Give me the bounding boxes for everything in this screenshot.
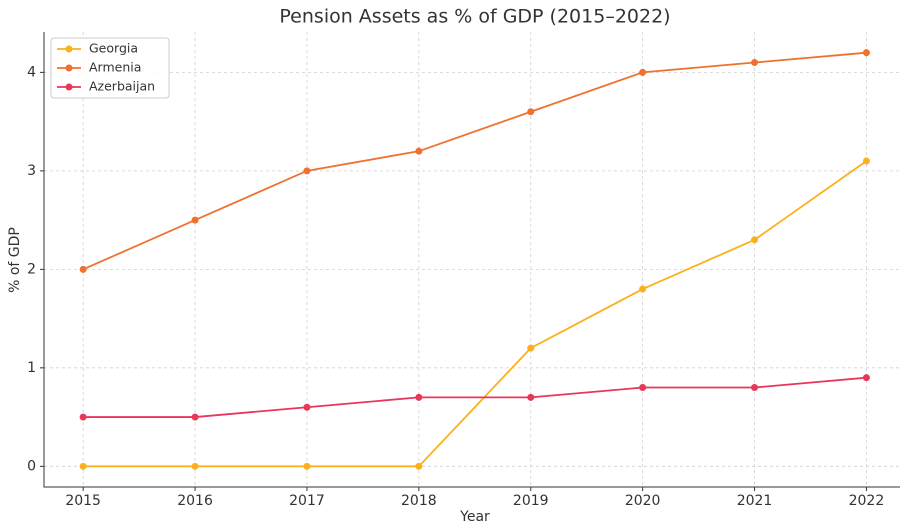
point bbox=[639, 384, 647, 392]
y-axis-label: % of GDP bbox=[7, 227, 23, 293]
point bbox=[415, 462, 423, 470]
point bbox=[862, 374, 870, 382]
y-tick-label: 0 bbox=[27, 458, 36, 474]
y-tick-label: 1 bbox=[27, 360, 36, 376]
point bbox=[862, 49, 870, 57]
legend-label: Azerbaijan bbox=[89, 79, 155, 94]
axes bbox=[43, 32, 900, 488]
point bbox=[191, 216, 199, 224]
point bbox=[527, 108, 535, 116]
point bbox=[527, 393, 535, 401]
legend-marker bbox=[65, 83, 73, 91]
point bbox=[79, 413, 87, 421]
x-tick-label: 2015 bbox=[65, 493, 101, 509]
point bbox=[527, 344, 535, 352]
point bbox=[639, 285, 647, 293]
chart-title: Pension Assets as % of GDP (2015–2022) bbox=[279, 6, 670, 28]
point bbox=[639, 68, 647, 76]
y-tick-label: 4 bbox=[27, 64, 36, 80]
x-tick-label: 2017 bbox=[289, 493, 325, 509]
point bbox=[751, 59, 759, 67]
point bbox=[79, 265, 87, 273]
legend-label: Georgia bbox=[89, 41, 138, 56]
point bbox=[303, 167, 311, 175]
point bbox=[191, 462, 199, 470]
x-tick-label: 2020 bbox=[625, 493, 661, 509]
point bbox=[862, 157, 870, 165]
x-tick-label: 2018 bbox=[401, 493, 437, 509]
series-line bbox=[82, 51, 867, 271]
point bbox=[415, 147, 423, 155]
point bbox=[415, 393, 423, 401]
legend-label: Armenia bbox=[89, 60, 141, 75]
x-tick-label: 2021 bbox=[737, 493, 773, 509]
legend-marker bbox=[65, 64, 73, 72]
legend-marker bbox=[65, 45, 73, 53]
legend-box bbox=[50, 37, 170, 99]
x-tick-label: 2022 bbox=[849, 493, 885, 509]
point bbox=[751, 236, 759, 244]
x-axis-label: Year bbox=[459, 509, 490, 525]
series-line bbox=[83, 376, 867, 418]
x-tick-label: 2016 bbox=[177, 493, 213, 509]
point bbox=[303, 403, 311, 411]
y-tick-label: 2 bbox=[27, 261, 36, 277]
series-line bbox=[83, 160, 867, 468]
y-tick-label: 3 bbox=[27, 163, 36, 179]
point bbox=[79, 462, 87, 470]
point bbox=[191, 413, 199, 421]
point bbox=[751, 384, 759, 392]
point bbox=[303, 462, 311, 470]
x-tick-label: 2019 bbox=[513, 493, 549, 509]
